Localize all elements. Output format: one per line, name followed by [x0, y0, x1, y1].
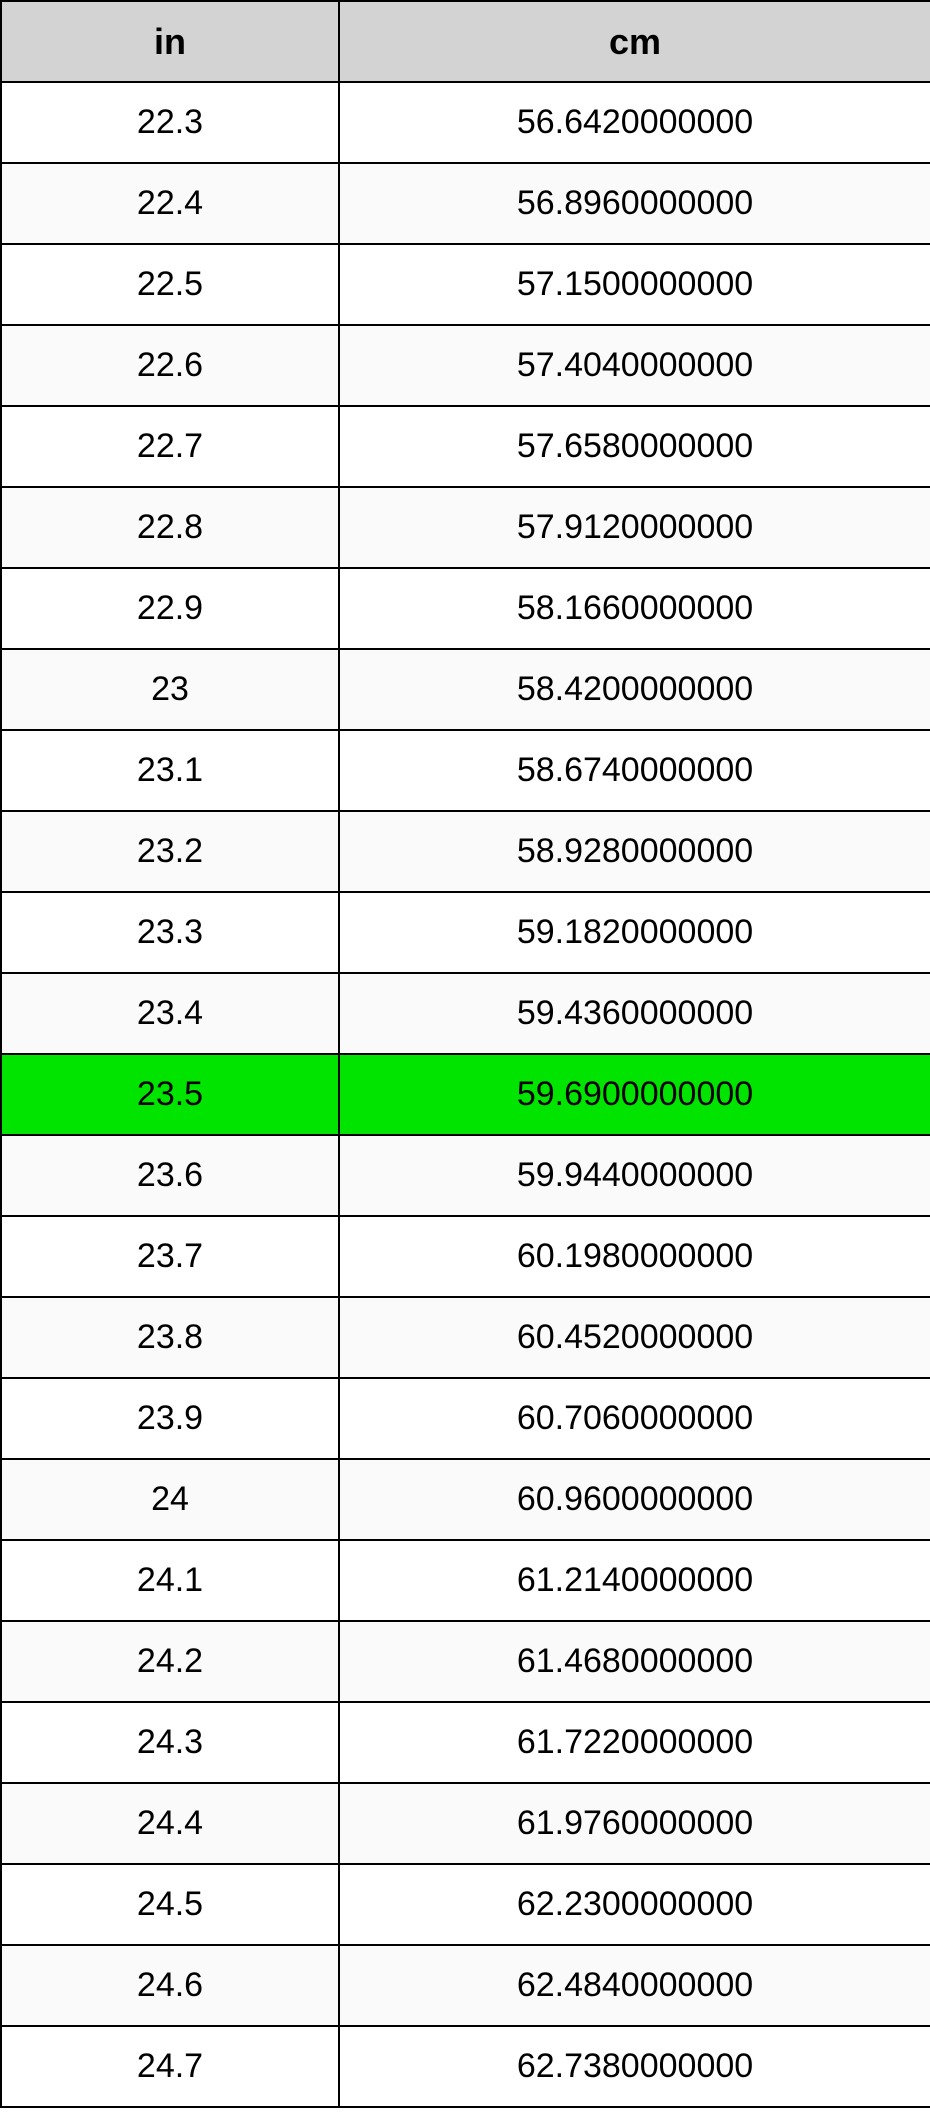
- table-row: 23.559.6900000000: [1, 1054, 930, 1135]
- cell-cm: 60.9600000000: [339, 1459, 930, 1540]
- cell-cm: 59.4360000000: [339, 973, 930, 1054]
- cell-cm: 58.1660000000: [339, 568, 930, 649]
- cell-in: 23.8: [1, 1297, 339, 1378]
- cell-in: 22.8: [1, 487, 339, 568]
- cell-cm: 61.4680000000: [339, 1621, 930, 1702]
- table-row: 23.860.4520000000: [1, 1297, 930, 1378]
- table-row: 23.760.1980000000: [1, 1216, 930, 1297]
- cell-in: 24.6: [1, 1945, 339, 2026]
- cell-cm: 59.1820000000: [339, 892, 930, 973]
- cell-in: 23.3: [1, 892, 339, 973]
- table-row: 24.361.7220000000: [1, 1702, 930, 1783]
- cell-cm: 60.7060000000: [339, 1378, 930, 1459]
- cell-in: 24.2: [1, 1621, 339, 1702]
- table-row: 23.359.1820000000: [1, 892, 930, 973]
- table-row: 24.461.9760000000: [1, 1783, 930, 1864]
- table-row: 22.857.9120000000: [1, 487, 930, 568]
- table-row: 22.657.4040000000: [1, 325, 930, 406]
- cell-cm: 57.4040000000: [339, 325, 930, 406]
- cell-in: 24: [1, 1459, 339, 1540]
- cell-in: 23.7: [1, 1216, 339, 1297]
- cell-in: 24.3: [1, 1702, 339, 1783]
- cell-cm: 56.8960000000: [339, 163, 930, 244]
- cell-cm: 58.6740000000: [339, 730, 930, 811]
- cell-cm: 60.1980000000: [339, 1216, 930, 1297]
- cell-in: 23.1: [1, 730, 339, 811]
- cell-cm: 62.7380000000: [339, 2026, 930, 2107]
- cell-in: 22.9: [1, 568, 339, 649]
- cell-cm: 58.4200000000: [339, 649, 930, 730]
- cell-in: 24.5: [1, 1864, 339, 1945]
- cell-in: 23.4: [1, 973, 339, 1054]
- cell-cm: 61.2140000000: [339, 1540, 930, 1621]
- cell-in: 23.6: [1, 1135, 339, 1216]
- table-row: 23.158.6740000000: [1, 730, 930, 811]
- table-row: 22.456.8960000000: [1, 163, 930, 244]
- cell-in: 24.4: [1, 1783, 339, 1864]
- table-header-row: in cm: [1, 1, 930, 82]
- table-row: 22.356.6420000000: [1, 82, 930, 163]
- cell-cm: 57.9120000000: [339, 487, 930, 568]
- table-row: 22.757.6580000000: [1, 406, 930, 487]
- col-header-cm: cm: [339, 1, 930, 82]
- cell-in: 22.4: [1, 163, 339, 244]
- cell-cm: 60.4520000000: [339, 1297, 930, 1378]
- cell-in: 22.3: [1, 82, 339, 163]
- cell-in: 23.5: [1, 1054, 339, 1135]
- cell-cm: 58.9280000000: [339, 811, 930, 892]
- table-row: 2460.9600000000: [1, 1459, 930, 1540]
- table-row: 24.161.2140000000: [1, 1540, 930, 1621]
- table-row: 23.459.4360000000: [1, 973, 930, 1054]
- cell-in: 24.1: [1, 1540, 339, 1621]
- cell-in: 23.2: [1, 811, 339, 892]
- cell-cm: 57.1500000000: [339, 244, 930, 325]
- cell-cm: 59.9440000000: [339, 1135, 930, 1216]
- cell-cm: 61.7220000000: [339, 1702, 930, 1783]
- cell-in: 23: [1, 649, 339, 730]
- cell-cm: 62.4840000000: [339, 1945, 930, 2026]
- table-row: 22.557.1500000000: [1, 244, 930, 325]
- table-row: 23.960.7060000000: [1, 1378, 930, 1459]
- table-row: 2358.4200000000: [1, 649, 930, 730]
- table-row: 23.659.9440000000: [1, 1135, 930, 1216]
- cell-cm: 57.6580000000: [339, 406, 930, 487]
- cell-cm: 62.2300000000: [339, 1864, 930, 1945]
- col-header-in: in: [1, 1, 339, 82]
- table-row: 24.562.2300000000: [1, 1864, 930, 1945]
- table-row: 22.958.1660000000: [1, 568, 930, 649]
- table-row: 24.662.4840000000: [1, 1945, 930, 2026]
- cell-in: 22.5: [1, 244, 339, 325]
- table-row: 23.258.9280000000: [1, 811, 930, 892]
- cell-in: 23.9: [1, 1378, 339, 1459]
- cell-cm: 56.6420000000: [339, 82, 930, 163]
- cell-in: 22.6: [1, 325, 339, 406]
- cell-in: 24.7: [1, 2026, 339, 2107]
- cell-cm: 61.9760000000: [339, 1783, 930, 1864]
- table-row: 24.261.4680000000: [1, 1621, 930, 1702]
- cell-in: 22.7: [1, 406, 339, 487]
- conversion-table: in cm 22.356.642000000022.456.8960000000…: [0, 0, 930, 2108]
- table-row: 24.762.7380000000: [1, 2026, 930, 2107]
- cell-cm: 59.6900000000: [339, 1054, 930, 1135]
